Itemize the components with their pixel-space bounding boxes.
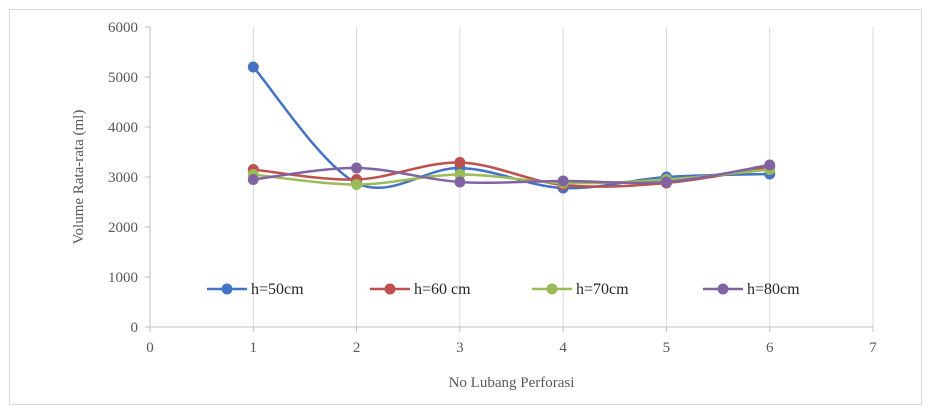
y-axis-title: Volume Rata-rata (ml) — [71, 110, 87, 245]
y-tick-label: 5000 — [108, 70, 138, 86]
legend-swatch-marker — [221, 283, 233, 295]
axes: 0 1 2 3 4 5 6 7 0 1000 2000 3000 4000 5000 6000 — [108, 20, 877, 356]
legend-item: h=70cm — [532, 281, 629, 298]
x-tick-label: 0 — [146, 340, 154, 356]
x-tick-label: 7 — [869, 340, 877, 356]
y-tick-label: 6000 — [108, 20, 138, 36]
legend-swatch-marker — [384, 283, 396, 295]
legend-label: h=50cm — [251, 281, 304, 298]
legend-item: h=50cm — [207, 281, 304, 298]
series-group — [247, 61, 776, 194]
legend-label: h=60 cm — [414, 281, 471, 298]
x-tick-label: 1 — [250, 340, 258, 356]
x-tick-label: 5 — [663, 340, 671, 356]
data-point — [351, 179, 363, 190]
legend-swatch-marker — [546, 283, 558, 295]
series-line — [252, 66, 770, 190]
legend-item: h=80cm — [703, 281, 800, 298]
y-tick-label: 0 — [131, 320, 139, 336]
legend: h=50cm h=60 cm h=70cm h=80cm — [207, 281, 800, 298]
series-h=80cm — [247, 159, 776, 188]
y-tick-label: 1000 — [108, 270, 138, 286]
data-point — [454, 157, 466, 168]
y-tick-label: 4000 — [108, 120, 138, 136]
y-tick-label: 2000 — [108, 220, 138, 236]
data-point — [351, 162, 363, 174]
series-line — [253, 163, 770, 185]
y-tick-label: 3000 — [108, 170, 138, 186]
x-tick-label: 6 — [766, 340, 774, 356]
data-point — [660, 176, 672, 188]
series-line — [253, 168, 770, 186]
legend-item: h=60 cm — [370, 281, 471, 298]
data-point — [247, 174, 259, 185]
data-point — [557, 175, 569, 187]
legend-label: h=70cm — [576, 281, 629, 298]
x-tick-label: 2 — [353, 340, 361, 356]
legend-swatch-marker — [717, 283, 729, 295]
x-tick-label: 3 — [456, 340, 464, 356]
x-tick-label: 4 — [559, 340, 567, 356]
legend-label: h=80cm — [747, 281, 800, 298]
x-axis-title: No Lubang Perforasi — [449, 375, 575, 391]
series-h=60 cm — [247, 157, 776, 191]
data-point — [454, 176, 466, 188]
data-point — [764, 159, 776, 171]
data-point — [247, 61, 259, 73]
